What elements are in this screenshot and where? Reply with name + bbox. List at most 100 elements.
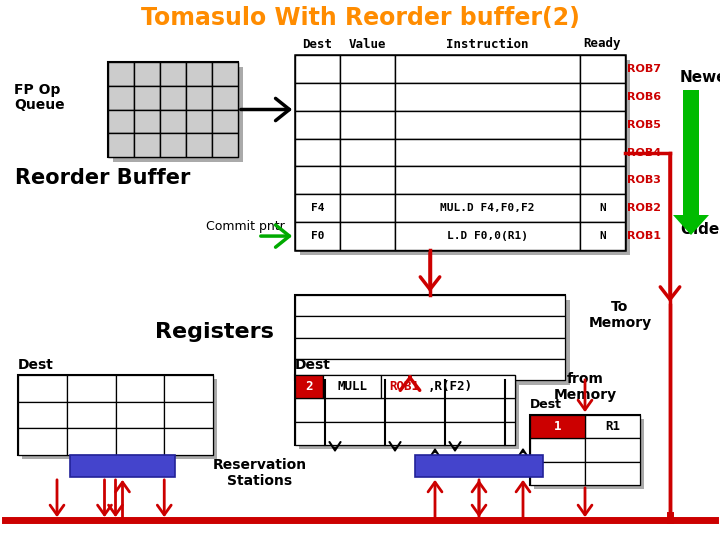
Text: Dest: Dest: [302, 37, 333, 51]
Text: R1: R1: [605, 420, 620, 433]
Bar: [18, 428, 67, 455]
Text: Newest: Newest: [680, 71, 720, 85]
Bar: [164, 428, 213, 455]
Bar: [381, 375, 515, 399]
Text: ROB5: ROB5: [627, 120, 661, 130]
Text: ROB7: ROB7: [627, 64, 661, 74]
Bar: [295, 55, 340, 83]
Text: Oldest: Oldest: [680, 222, 720, 238]
Bar: [295, 83, 340, 111]
Bar: [340, 83, 395, 111]
Bar: [212, 133, 238, 157]
Text: Value: Value: [348, 37, 386, 51]
Bar: [395, 166, 580, 194]
Bar: [160, 133, 186, 157]
Bar: [395, 111, 580, 139]
Text: Commit pntr: Commit pntr: [206, 220, 284, 233]
Text: Dest: Dest: [18, 358, 54, 372]
Bar: [340, 194, 395, 222]
Bar: [295, 194, 340, 222]
Text: FP multipliers: FP multipliers: [431, 460, 528, 472]
Bar: [115, 428, 164, 455]
Text: 1: 1: [554, 420, 562, 433]
Bar: [134, 62, 160, 86]
Bar: [212, 110, 238, 133]
Bar: [115, 375, 164, 402]
Bar: [186, 62, 212, 86]
Bar: [164, 402, 213, 428]
Bar: [300, 300, 570, 385]
Text: from
Memory: from Memory: [554, 372, 616, 402]
Bar: [295, 295, 565, 316]
Bar: [295, 375, 515, 399]
Bar: [295, 166, 340, 194]
Text: Queue: Queue: [14, 98, 65, 112]
Bar: [323, 375, 381, 399]
Bar: [212, 86, 238, 110]
Text: Registers: Registers: [155, 322, 274, 342]
Bar: [530, 462, 585, 485]
Text: FP adders: FP adders: [87, 460, 158, 472]
Bar: [113, 67, 243, 162]
Text: ,R(F2): ,R(F2): [428, 380, 473, 393]
Bar: [295, 399, 515, 422]
Bar: [530, 415, 585, 438]
Text: N: N: [599, 203, 606, 213]
Text: L.D F0,0(R1): L.D F0,0(R1): [447, 231, 528, 241]
Bar: [160, 86, 186, 110]
Text: MUL.D F4,F0,F2: MUL.D F4,F0,F2: [440, 203, 535, 213]
Bar: [395, 83, 580, 111]
Text: F4: F4: [311, 203, 324, 213]
Bar: [683, 90, 699, 215]
Bar: [295, 55, 625, 250]
Bar: [580, 83, 625, 111]
Text: 2: 2: [305, 380, 312, 393]
Bar: [395, 194, 580, 222]
Text: N: N: [599, 231, 606, 241]
Bar: [395, 139, 580, 166]
Bar: [585, 462, 640, 485]
Bar: [530, 415, 640, 485]
Bar: [530, 438, 585, 462]
Text: ROB3: ROB3: [627, 176, 661, 185]
Bar: [295, 139, 340, 166]
Bar: [580, 139, 625, 166]
Bar: [295, 375, 323, 399]
Bar: [295, 375, 515, 445]
Bar: [295, 359, 565, 380]
Bar: [395, 222, 580, 250]
Text: MULL: MULL: [337, 380, 367, 393]
Bar: [340, 166, 395, 194]
Bar: [22, 379, 217, 459]
Bar: [580, 55, 625, 83]
Bar: [580, 166, 625, 194]
Bar: [585, 438, 640, 462]
Bar: [108, 86, 134, 110]
Text: ROB6: ROB6: [627, 92, 661, 102]
Polygon shape: [673, 215, 709, 235]
Text: Instruction: Instruction: [446, 37, 528, 51]
Bar: [70, 455, 175, 477]
Bar: [295, 295, 565, 380]
Text: ROB1: ROB1: [389, 380, 419, 393]
Bar: [108, 133, 134, 157]
Bar: [108, 110, 134, 133]
Bar: [18, 375, 67, 402]
Bar: [18, 402, 67, 428]
Bar: [186, 133, 212, 157]
Bar: [295, 316, 565, 338]
Text: Tomasulo With Reorder buffer(2): Tomasulo With Reorder buffer(2): [140, 6, 580, 30]
Bar: [160, 110, 186, 133]
Bar: [580, 111, 625, 139]
Bar: [67, 402, 115, 428]
Bar: [300, 60, 630, 255]
Bar: [530, 415, 585, 438]
Text: Dest: Dest: [295, 358, 331, 372]
Text: Dest: Dest: [530, 399, 562, 411]
Bar: [585, 415, 640, 438]
Bar: [108, 62, 134, 86]
Bar: [212, 62, 238, 86]
Text: F0: F0: [311, 231, 324, 241]
Text: ROB4: ROB4: [627, 147, 661, 158]
Text: Ready: Ready: [584, 37, 621, 51]
